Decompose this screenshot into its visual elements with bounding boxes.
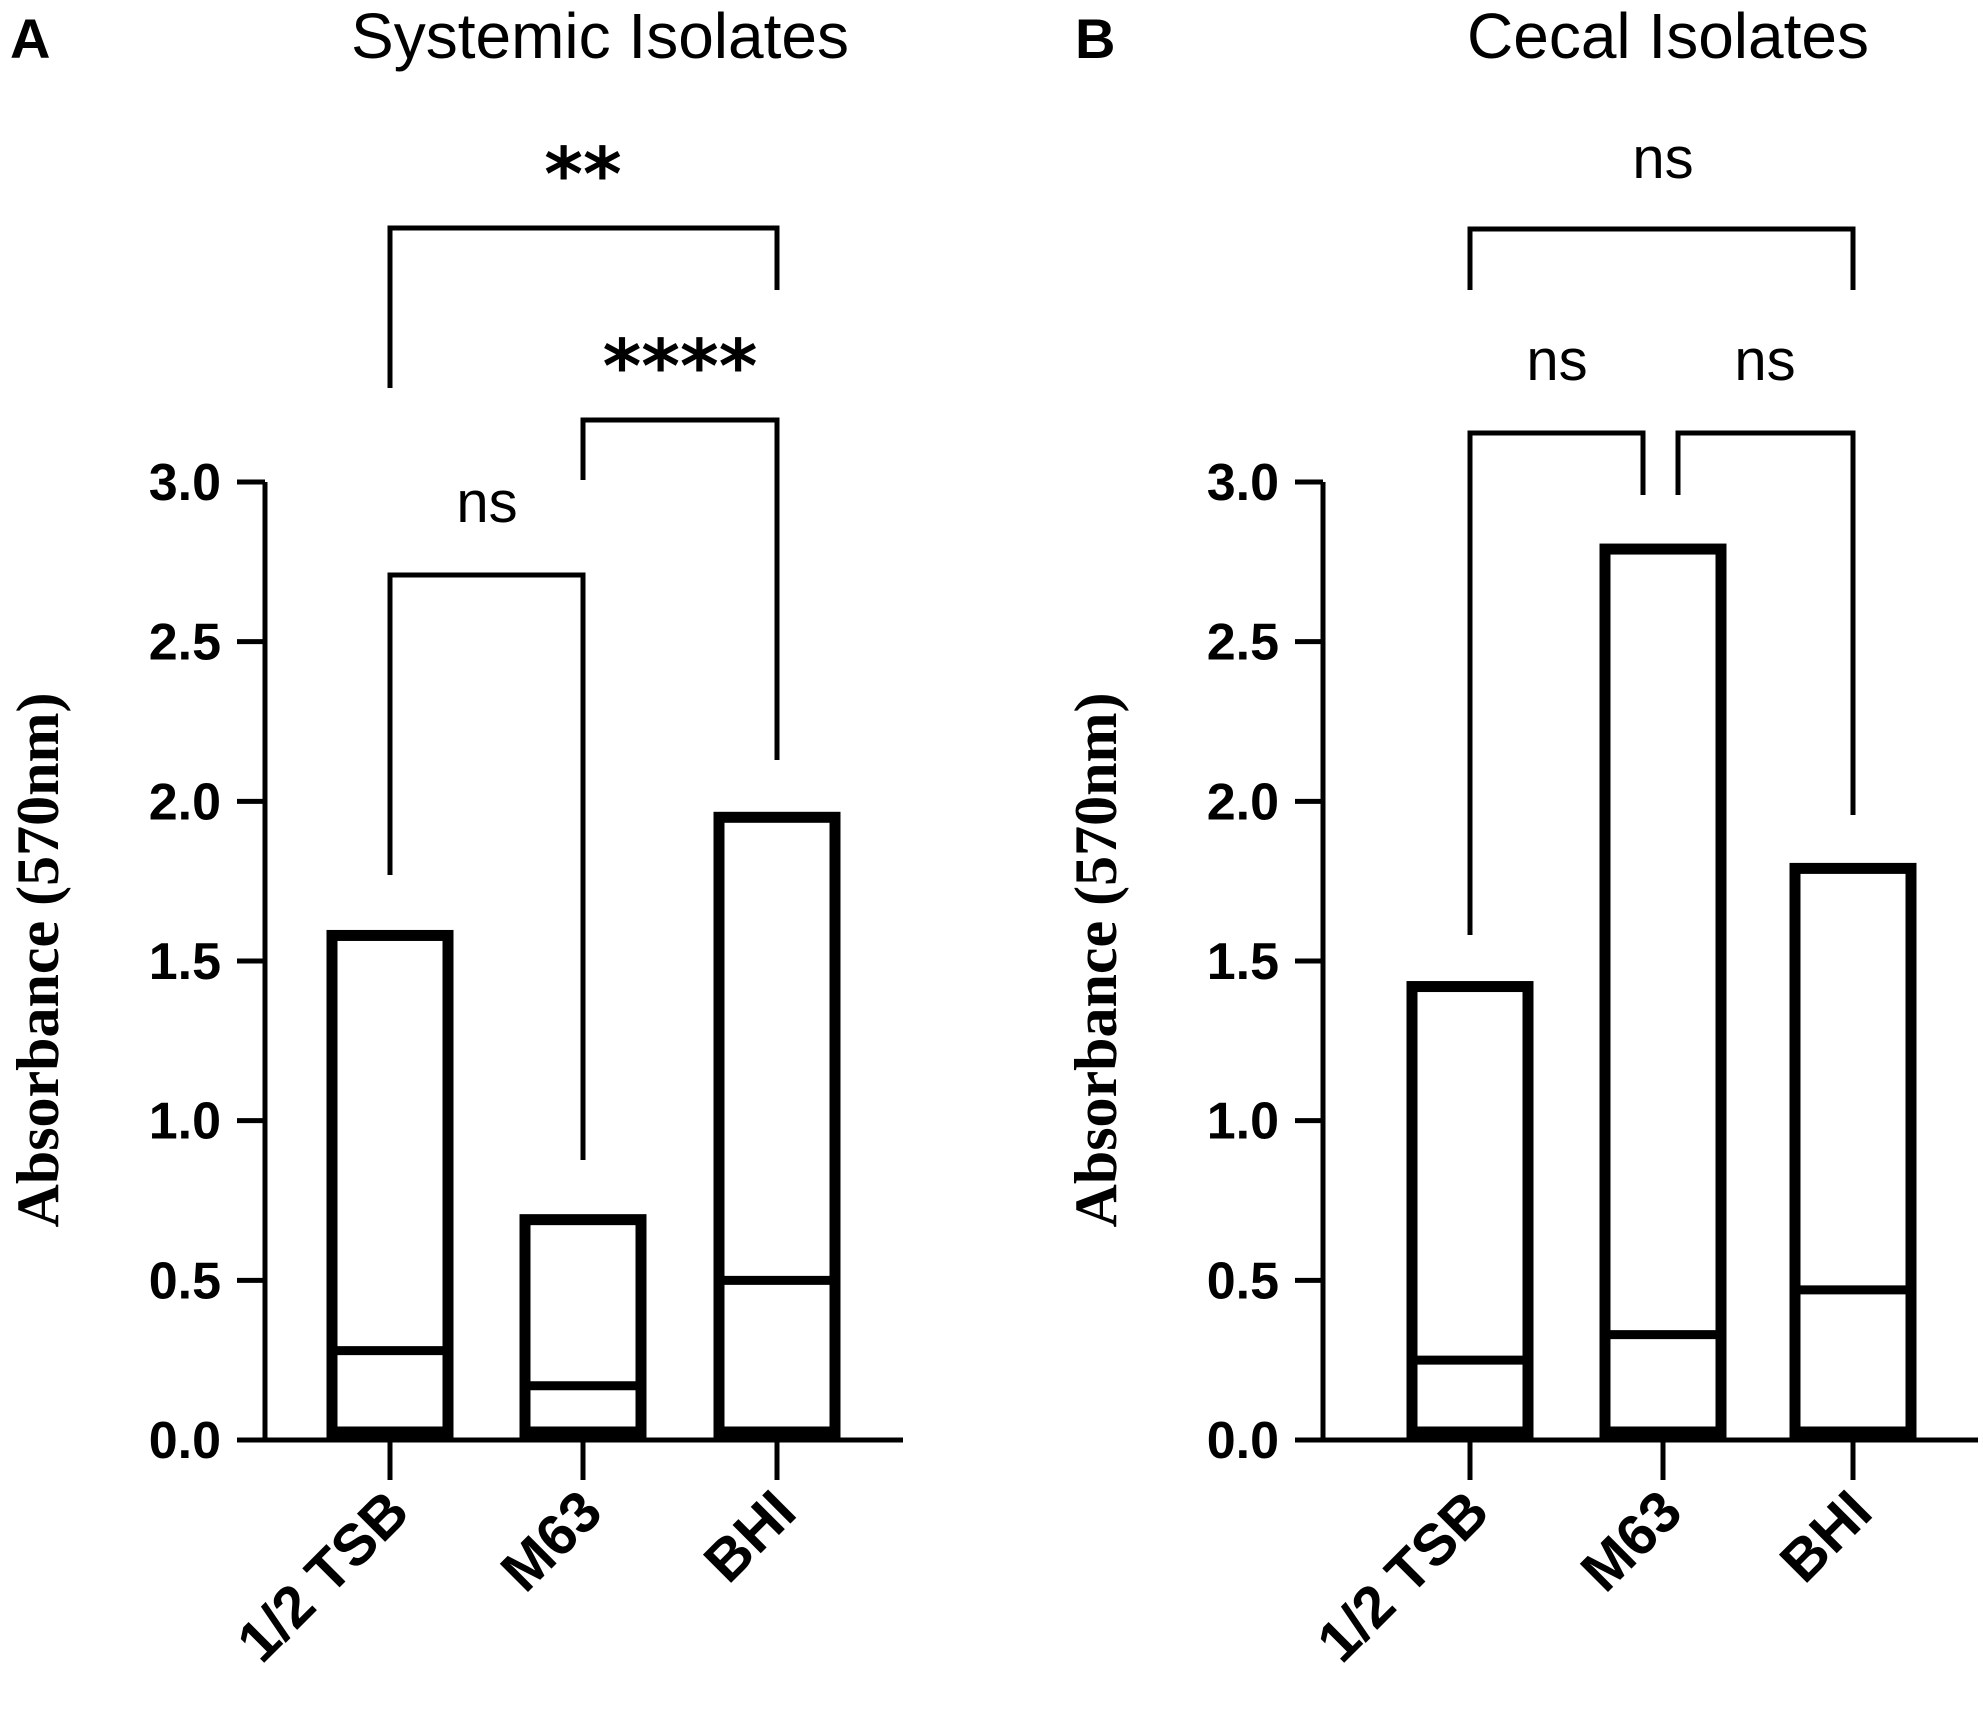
- panel-b-x-category-label: M63: [1568, 1478, 1694, 1604]
- panel-b: B Cecal Isolates 0.0 0.5 1.0 1.5 2.0 2.5 3.0 1…: [1063, 0, 1978, 1675]
- panel-b-x-categories: 1/2 TSB M63 BHI: [1305, 1440, 1884, 1675]
- panel-b-y-tick-label: 1.0: [1207, 1093, 1279, 1151]
- panel-b-y-tick-label: 2.0: [1207, 773, 1279, 831]
- panel-b-y-ticks: 0.0 0.5 1.0 1.5 2.0 2.5 3.0: [1207, 454, 1323, 1470]
- panel-a-bars: [326, 811, 841, 1438]
- panel-a-bar: [519, 1214, 647, 1438]
- panel-b-y-tick-label: 3.0: [1207, 454, 1279, 512]
- panel-b-x-category-label: 1/2 TSB: [1305, 1478, 1501, 1674]
- panel-b-y-tick-label: 0.5: [1207, 1252, 1279, 1310]
- panel-a-sig-tsb-m63: ns: [456, 470, 517, 535]
- panel-a-x-categories: 1/2 TSB M63 BHI: [225, 1440, 808, 1675]
- panel-a-y-tick-label: 2.5: [149, 614, 221, 672]
- panel-b-y-tick-label: 1.5: [1207, 933, 1279, 991]
- panel-b-bracket-m63-bhi: [1675, 430, 1856, 815]
- panel-b-y-label: Absorbance (570nm): [1063, 693, 1129, 1228]
- panel-b-sig-tsb-bhi: ns: [1632, 126, 1693, 191]
- panel-a-bar: [326, 929, 454, 1438]
- panel-a-title: Systemic Isolates: [351, 0, 849, 72]
- panel-a-y-tick-label: 3.0: [149, 454, 221, 512]
- panel-b-bar: [1406, 981, 1534, 1438]
- panel-a-sig-tsb-bhi: **: [544, 132, 621, 218]
- panel-a-y-tick-label: 2.0: [149, 773, 221, 831]
- panel-b-bar: [1789, 862, 1917, 1438]
- panel-b-sig-tsb-m63: ns: [1526, 328, 1587, 393]
- panel-a-x-category-label: BHI: [692, 1478, 809, 1595]
- panel-b-bars: [1406, 543, 1917, 1438]
- panel-a-x-category-label: M63: [488, 1478, 614, 1604]
- panel-b-y-tick-label: 2.5: [1207, 614, 1279, 672]
- panel-a-y-ticks: 0.0 0.5 1.0 1.5 2.0 2.5 3.0: [149, 454, 265, 1470]
- panel-a-y-tick-label: 0.0: [149, 1412, 221, 1470]
- panel-a-y-label: Absorbance (570nm): [5, 693, 71, 1228]
- panel-a-bracket-m63-bhi: [580, 417, 780, 760]
- panel-a-sig-m63-bhi: ****: [603, 324, 758, 410]
- panel-b-y-tick-label: 0.0: [1207, 1412, 1279, 1470]
- panel-b-title: Cecal Isolates: [1467, 0, 1869, 72]
- panel-a-bracket-tsb-m63: [387, 572, 586, 1160]
- panel-b-letter: B: [1075, 7, 1115, 70]
- panel-b-bar: [1599, 543, 1727, 1438]
- panel-a-y-tick-label: 0.5: [149, 1252, 221, 1310]
- panel-b-x-category-label: BHI: [1768, 1478, 1885, 1595]
- panel-a-y-tick-label: 1.5: [149, 933, 221, 991]
- panel-a-bar: [713, 811, 841, 1438]
- panel-a-letter: A: [10, 7, 50, 70]
- panel-b-bracket-tsb-bhi: [1467, 226, 1856, 290]
- panel-a-bracket-tsb-bhi: [387, 225, 780, 388]
- panel-a: A Systemic Isolates 0.0 0.5 1.0 1.5 2.0 2.5 3.…: [5, 0, 903, 1675]
- panel-a-y-tick-label: 1.0: [149, 1093, 221, 1151]
- panel-b-sig-m63-bhi: ns: [1734, 328, 1795, 393]
- panel-b-bracket-tsb-m63: [1467, 430, 1646, 935]
- panel-a-x-category-label: 1/2 TSB: [225, 1478, 421, 1674]
